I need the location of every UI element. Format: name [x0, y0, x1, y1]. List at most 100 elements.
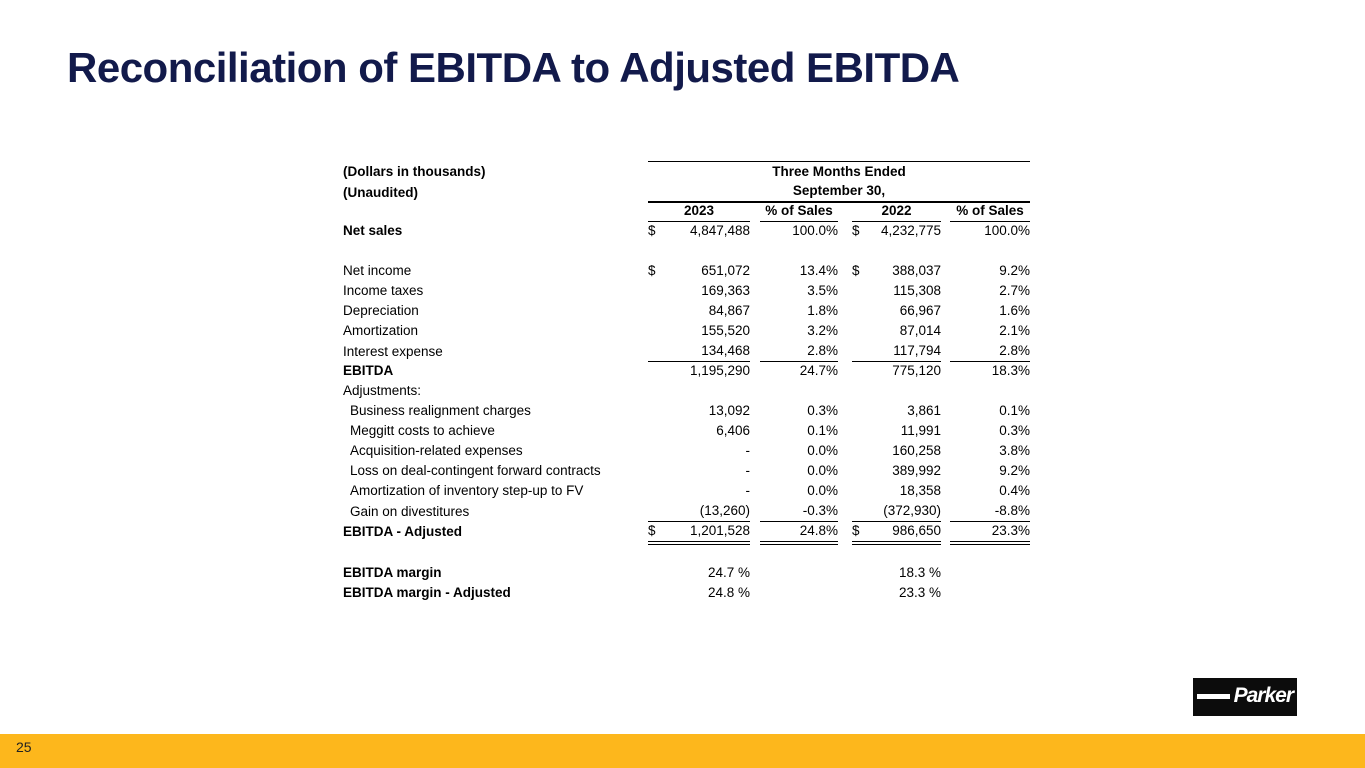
cell-2023-pct: 0.1% — [807, 423, 838, 438]
value-2022: 23.3 % — [898, 585, 941, 600]
value-2022: 986,650 — [892, 523, 941, 538]
cell-2023-pct: 0.0% — [807, 463, 838, 478]
cell-2023-amount: - — [648, 481, 751, 501]
value-2023: 13,092 — [708, 403, 750, 418]
table-row: Business realignment charges 13,092 0.3% 3,… — [343, 401, 1030, 421]
row-label: Interest expense — [343, 344, 443, 359]
period-header-line1: Three Months Ended — [648, 161, 1030, 182]
cell-2022-amount: 117,794 — [852, 341, 941, 362]
table-row: Income taxes 169,363 3.5% 115,308 2.7% — [343, 281, 1030, 301]
table-row: Adjustments: — [343, 381, 1030, 401]
table-row: Net income $651,072 13.4% $388,037 9.2% — [343, 261, 1030, 281]
ebitda-reconciliation-table: (Dollars in thousands) Three Months Ende… — [343, 161, 1030, 603]
cell-2022-pct: 0.3% — [999, 423, 1030, 438]
row-label: Amortization — [343, 323, 419, 338]
cell-2023-amount: 155,520 — [648, 321, 750, 341]
table-header-row: (Dollars in thousands) Three Months Ende… — [343, 161, 1030, 181]
value-2023: 84,867 — [708, 303, 750, 318]
value-2022: 388,037 — [892, 263, 941, 278]
table-row: Depreciation 84,867 1.8% 66,967 1.6% — [343, 301, 1030, 321]
value-2023: 155,520 — [701, 323, 750, 338]
table-row — [343, 241, 1030, 261]
cell-2023-amount: - — [648, 461, 751, 481]
value-2022: 389,992 — [892, 463, 941, 478]
value-2022: 3,861 — [907, 403, 941, 418]
value-2023: 24.7 % — [707, 565, 750, 580]
cell-2022-amount: 775,120 — [852, 361, 941, 381]
table-row: EBITDA margin - Adjusted 24.8 % 23.3 % — [343, 583, 1030, 603]
cell-2022-pct: 0.4% — [999, 483, 1030, 498]
table-row: Interest expense 134,468 2.8% 117,794 2.8% — [343, 341, 1030, 362]
table-row: Gain on divestitures (13,260) -0.3% (372,93… — [343, 501, 1030, 522]
cell-2022-pct: 100.0% — [984, 223, 1030, 238]
value-2023: 24.8 % — [707, 585, 750, 600]
row-label: Depreciation — [343, 303, 419, 318]
cell-2023-amount: 24.8 % — [648, 583, 750, 603]
row-label: Amortization of inventory step-up to FV — [350, 483, 584, 498]
cell-2022-amount: 66,967 — [852, 301, 941, 321]
dollar-sign: $ — [648, 223, 656, 238]
cell-2022-amount: 115,308 — [852, 281, 941, 301]
cell-2022-amount: 11,991 — [852, 421, 941, 441]
row-label: Meggitt costs to achieve — [350, 423, 495, 438]
column-header-2022: 2022 — [852, 201, 941, 222]
table-row: Amortization 155,520 3.2% 87,014 2.1% — [343, 321, 1030, 341]
value-2023: 4,847,488 — [689, 223, 750, 238]
cell-2022-amount: (372,930) — [852, 501, 941, 522]
table-body: Net sales $4,847,488 100.0% $4,232,775 100.0… — [343, 221, 1030, 603]
cell-2022-amount: 18.3 % — [852, 563, 941, 583]
dollar-sign: $ — [648, 263, 656, 278]
value-2023: 1,195,290 — [689, 363, 750, 378]
value-2023: - — [745, 443, 751, 458]
page-number: 25 — [16, 739, 32, 755]
cell-2023-amount: $4,847,488 — [648, 221, 750, 241]
cell-2023-pct: 3.2% — [807, 323, 838, 338]
value-2023: (13,260) — [699, 503, 750, 518]
cell-2023-amount: 1,195,290 — [648, 361, 750, 381]
cell-2023-pct: 13.4% — [799, 263, 838, 278]
row-label: EBITDA — [343, 363, 394, 378]
cell-2022-pct: 0.1% — [999, 403, 1030, 418]
row-label: Net income — [343, 263, 412, 278]
table-row: Net sales $4,847,488 100.0% $4,232,775 100.0… — [343, 221, 1030, 241]
cell-2022-amount: $388,037 — [852, 261, 941, 281]
row-label: Loss on deal-contingent forward contract… — [350, 463, 601, 478]
cell-2023-amount: $1,201,528 — [648, 521, 750, 545]
parker-logo: Parker — [1193, 678, 1297, 716]
cell-2022-pct: 3.8% — [999, 443, 1030, 458]
row-label: Business realignment charges — [350, 403, 531, 418]
cell-2023-amount: 6,406 — [648, 421, 750, 441]
value-2023: - — [745, 483, 751, 498]
value-2022: 117,794 — [893, 343, 941, 358]
value-2023: 651,072 — [701, 263, 750, 278]
cell-2022-pct: 9.2% — [999, 263, 1030, 278]
cell-2022-pct: 2.7% — [999, 283, 1030, 298]
cell-2023-pct: 3.5% — [807, 283, 838, 298]
value-2022: 18,358 — [899, 483, 941, 498]
table-row: EBITDA 1,195,290 24.7% 775,120 18.3% — [343, 361, 1030, 381]
table-row: Loss on deal-contingent forward contract… — [343, 461, 1030, 481]
value-2023: 6,406 — [716, 423, 750, 438]
cell-2023-amount: 13,092 — [648, 401, 750, 421]
cell-2022-pct: 23.3% — [950, 521, 1030, 545]
cell-2023-amount: 24.7 % — [648, 563, 750, 583]
cell-2022-amount: 160,258 — [852, 441, 941, 461]
cell-2022-amount: 87,014 — [852, 321, 941, 341]
cell-2023-amount: - — [648, 441, 751, 461]
logo-dash-bar — [1197, 694, 1230, 699]
row-label: EBITDA margin - Adjusted — [343, 585, 511, 600]
table-header-row: (Unaudited) September 30, — [343, 181, 1030, 203]
table-row: EBITDA - Adjusted $1,201,528 24.8% $986,650… — [343, 521, 1030, 545]
period-header-line2: September 30, — [648, 181, 1030, 203]
row-label: Acquisition-related expenses — [350, 443, 523, 458]
value-2022: 66,967 — [899, 303, 941, 318]
row-label: Income taxes — [343, 283, 424, 298]
row-label: EBITDA margin — [343, 565, 442, 580]
cell-2022-pct: 2.1% — [999, 323, 1030, 338]
row-label: EBITDA - Adjusted — [343, 524, 462, 539]
footer-bar: 25 — [0, 734, 1365, 768]
table-column-header-row: 2023 % of Sales 2022 % of Sales — [343, 201, 1030, 222]
value-2022: (372,930) — [883, 503, 941, 518]
cell-2022-amount: 389,992 — [852, 461, 941, 481]
